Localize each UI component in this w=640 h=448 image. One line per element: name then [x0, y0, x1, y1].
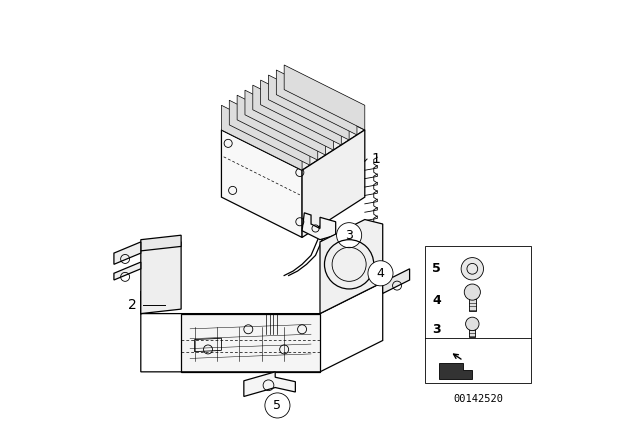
Text: 3: 3	[432, 323, 440, 336]
Text: 2: 2	[127, 297, 136, 312]
Circle shape	[464, 284, 481, 300]
Polygon shape	[221, 130, 302, 237]
Text: 5: 5	[432, 262, 441, 276]
Polygon shape	[425, 246, 531, 383]
Text: 00142520: 00142520	[453, 394, 503, 404]
Polygon shape	[141, 242, 181, 314]
Polygon shape	[221, 90, 365, 170]
Circle shape	[265, 393, 290, 418]
Polygon shape	[237, 95, 317, 160]
Text: 4: 4	[376, 267, 385, 280]
Polygon shape	[253, 85, 333, 150]
Polygon shape	[439, 363, 472, 379]
Polygon shape	[114, 242, 141, 264]
Polygon shape	[244, 372, 296, 396]
Polygon shape	[181, 314, 320, 372]
Polygon shape	[302, 213, 336, 240]
Text: 1: 1	[371, 152, 380, 166]
Polygon shape	[229, 100, 310, 165]
Polygon shape	[468, 297, 476, 311]
Circle shape	[461, 258, 484, 280]
Text: 3: 3	[345, 228, 353, 242]
Polygon shape	[245, 90, 326, 155]
Polygon shape	[221, 105, 302, 170]
Polygon shape	[141, 235, 181, 251]
Polygon shape	[302, 130, 365, 237]
Polygon shape	[469, 329, 476, 337]
Polygon shape	[284, 65, 365, 130]
Polygon shape	[276, 70, 357, 135]
Circle shape	[368, 261, 393, 286]
Polygon shape	[269, 75, 349, 140]
Polygon shape	[260, 80, 341, 145]
Text: 4: 4	[432, 293, 441, 307]
Text: 5: 5	[273, 399, 282, 412]
Circle shape	[465, 317, 479, 331]
Circle shape	[337, 223, 362, 248]
Polygon shape	[114, 262, 141, 280]
Polygon shape	[383, 269, 410, 293]
Polygon shape	[320, 220, 383, 314]
